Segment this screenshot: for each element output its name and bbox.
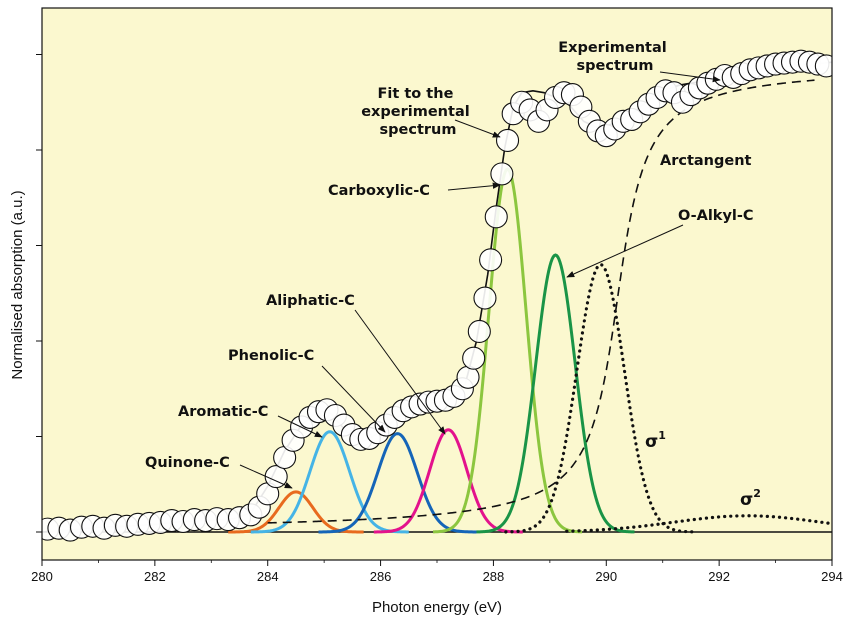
series-o-alkyl-c bbox=[476, 253, 635, 534]
x-axis-title: Photon energy (eV) bbox=[372, 599, 502, 616]
experimental-point bbox=[479, 248, 503, 272]
experimental-point bbox=[495, 128, 520, 152]
fit-arrow bbox=[454, 119, 501, 138]
x-tick-label-294: 294 bbox=[821, 569, 843, 584]
y-axis-title: Normalised absorption (a.u.) bbox=[9, 190, 26, 379]
aromatic-label: Aromatic-C bbox=[178, 404, 268, 420]
series-arctangent bbox=[267, 79, 815, 524]
x-tick-label-286: 286 bbox=[370, 569, 392, 584]
x-tick-label-290: 290 bbox=[595, 569, 617, 584]
experimental-point bbox=[456, 365, 480, 389]
x-tick-label-282: 282 bbox=[144, 569, 166, 584]
series-2 bbox=[565, 514, 832, 533]
annotations: Experimental spectrum Fit to the experim… bbox=[145, 40, 761, 510]
sigma1-label: σ1 bbox=[645, 429, 666, 452]
experimental-point bbox=[473, 286, 497, 310]
quinone-label: Quinone-C bbox=[145, 455, 230, 471]
x-tick-label-288: 288 bbox=[483, 569, 505, 584]
o-alkyl-label: O-Alkyl-C bbox=[678, 208, 754, 224]
aliphatic-label: Aliphatic-C bbox=[266, 293, 355, 309]
arctangent-label: Arctangent bbox=[660, 153, 752, 169]
series-aromatic-c bbox=[250, 430, 409, 534]
o-alkyl-arrow bbox=[566, 224, 684, 278]
experimental-point bbox=[484, 205, 508, 229]
carboxylic-label: Carboxylic-C bbox=[328, 183, 430, 199]
carboxylic-arrow bbox=[447, 182, 501, 191]
x-tick-label-284: 284 bbox=[257, 569, 279, 584]
phenolic-arrow bbox=[321, 365, 386, 433]
x-tick-label-292: 292 bbox=[708, 569, 730, 584]
fit-label: Fit to the experimental spectrum bbox=[361, 86, 475, 138]
x-tick-label-280: 280 bbox=[31, 569, 53, 584]
phenolic-label: Phenolic-C bbox=[228, 348, 314, 364]
sigma2-label: σ2 bbox=[740, 487, 761, 510]
experimental-point bbox=[490, 162, 514, 186]
aromatic-arrow bbox=[277, 415, 323, 438]
experimental-arrow bbox=[659, 71, 721, 83]
quinone-arrow bbox=[239, 464, 293, 489]
aliphatic-arrow bbox=[354, 309, 446, 435]
experimental-point bbox=[467, 319, 491, 344]
experimental-spectrum-points bbox=[42, 49, 832, 542]
experimental-point bbox=[462, 346, 486, 370]
axis-layer: 280 282 284 286 288 290 292 294 bbox=[31, 54, 843, 584]
experimental-spectrum-label: Experimental spectrum bbox=[558, 40, 672, 74]
experimental-point bbox=[814, 54, 832, 78]
